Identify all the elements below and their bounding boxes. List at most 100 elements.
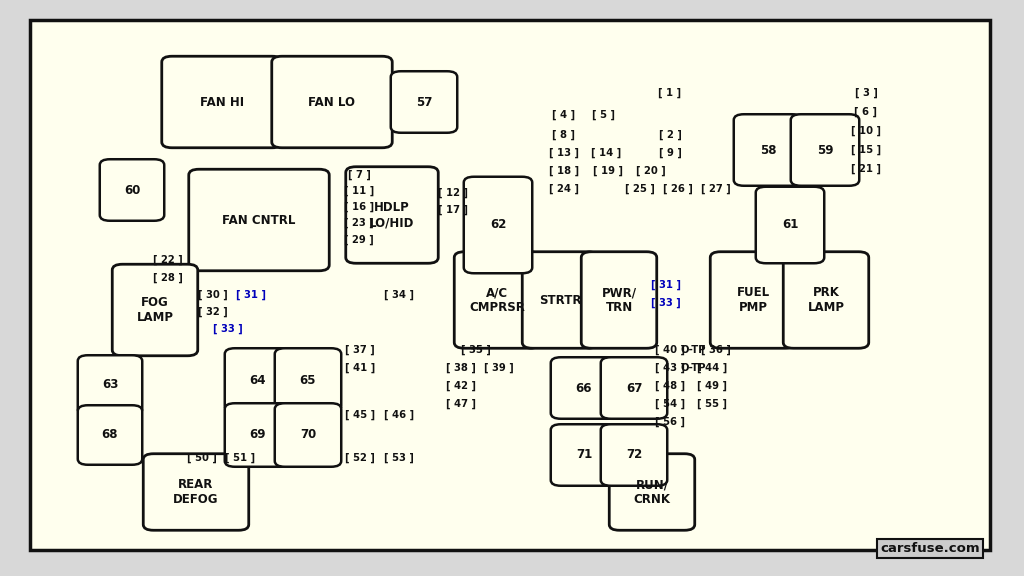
Text: 68: 68 — [101, 429, 118, 441]
FancyBboxPatch shape — [582, 252, 656, 348]
Text: 64: 64 — [250, 373, 266, 386]
FancyBboxPatch shape — [783, 252, 868, 348]
FancyBboxPatch shape — [113, 264, 198, 356]
Text: RUN/
CRNK: RUN/ CRNK — [634, 478, 671, 506]
Text: [ 4 ]: [ 4 ] — [552, 110, 575, 120]
FancyBboxPatch shape — [734, 114, 802, 185]
Text: 67: 67 — [626, 381, 642, 395]
Text: [ 9 ]: [ 9 ] — [658, 148, 681, 158]
Text: 59: 59 — [817, 143, 834, 157]
Text: [ 23 ]: [ 23 ] — [344, 218, 374, 228]
FancyBboxPatch shape — [391, 71, 458, 132]
Text: [ 38 ]: [ 38 ] — [446, 363, 476, 373]
Text: REAR
DEFOG: REAR DEFOG — [173, 478, 219, 506]
Text: [ 54 ]: [ 54 ] — [655, 399, 685, 409]
Text: 71: 71 — [575, 449, 592, 461]
Text: [ 11 ]: [ 11 ] — [344, 186, 374, 196]
Text: [ 29 ]: [ 29 ] — [344, 235, 374, 245]
FancyBboxPatch shape — [78, 406, 142, 465]
Text: [ 35 ]: [ 35 ] — [461, 345, 490, 355]
Text: [ 47 ]: [ 47 ] — [446, 399, 476, 409]
Text: A/C
CMPRSR: A/C CMPRSR — [469, 286, 525, 314]
Text: [ 7 ]: [ 7 ] — [347, 170, 371, 180]
Text: [ 12 ]: [ 12 ] — [438, 188, 468, 198]
Text: [ 31 ]: [ 31 ] — [651, 280, 681, 290]
FancyBboxPatch shape — [143, 454, 249, 530]
FancyBboxPatch shape — [551, 357, 617, 419]
FancyBboxPatch shape — [188, 169, 330, 271]
Text: [ 15 ]: [ 15 ] — [851, 145, 881, 155]
Text: [ 44 ]: [ 44 ] — [697, 363, 727, 373]
FancyBboxPatch shape — [224, 403, 291, 467]
Text: STRTR: STRTR — [539, 294, 582, 306]
FancyBboxPatch shape — [162, 56, 283, 148]
FancyBboxPatch shape — [224, 348, 291, 412]
Text: [ 1 ]: [ 1 ] — [658, 88, 682, 98]
Text: 60: 60 — [124, 184, 140, 196]
Text: [ 32 ]: [ 32 ] — [198, 307, 228, 317]
FancyBboxPatch shape — [601, 357, 668, 419]
Text: FOG
LAMP: FOG LAMP — [136, 296, 173, 324]
Text: 63: 63 — [101, 378, 118, 392]
Text: [ 40 ]: [ 40 ] — [655, 345, 685, 355]
Text: carsfuse.com: carsfuse.com — [881, 542, 980, 555]
FancyBboxPatch shape — [346, 166, 438, 263]
Text: 58: 58 — [760, 143, 776, 157]
Text: [ 33 ]: [ 33 ] — [213, 324, 243, 334]
Text: PWR/
TRN: PWR/ TRN — [601, 286, 637, 314]
Text: [ 42 ]: [ 42 ] — [446, 381, 476, 391]
Text: [ 31 ]: [ 31 ] — [236, 290, 266, 300]
Text: FUEL
PMP: FUEL PMP — [736, 286, 770, 314]
FancyBboxPatch shape — [78, 355, 142, 415]
Text: [ 27 ]: [ 27 ] — [701, 184, 731, 194]
Text: [ 49 ]: [ 49 ] — [697, 381, 727, 391]
Text: [ 16 ]: [ 16 ] — [344, 202, 374, 212]
Text: [ 52 ]: [ 52 ] — [345, 453, 375, 463]
Text: FAN HI: FAN HI — [200, 96, 244, 108]
FancyBboxPatch shape — [756, 187, 824, 263]
Text: [ 8 ]: [ 8 ] — [553, 130, 575, 140]
FancyBboxPatch shape — [522, 252, 598, 348]
Text: 61: 61 — [781, 218, 798, 232]
Text: 57: 57 — [416, 96, 432, 108]
Text: 69: 69 — [250, 429, 266, 441]
Text: [ 18 ]: [ 18 ] — [549, 166, 579, 176]
Text: 70: 70 — [300, 429, 316, 441]
Text: [ 10 ]: [ 10 ] — [851, 126, 881, 136]
Text: [ 37 ]: [ 37 ] — [345, 345, 375, 355]
Text: [ 22 ]: [ 22 ] — [154, 255, 183, 265]
Text: [ 6 ]: [ 6 ] — [854, 107, 878, 117]
FancyBboxPatch shape — [30, 20, 990, 550]
Text: PRK
LAMP: PRK LAMP — [808, 286, 845, 314]
Text: [ 17 ]: [ 17 ] — [438, 205, 468, 215]
Text: [ 3 ]: [ 3 ] — [855, 88, 878, 98]
FancyBboxPatch shape — [455, 252, 540, 348]
Text: [ 2 ]: [ 2 ] — [658, 130, 681, 140]
FancyBboxPatch shape — [551, 425, 617, 486]
Text: [ 33 ]: [ 33 ] — [651, 298, 681, 308]
Text: [ 20 ]: [ 20 ] — [636, 166, 666, 176]
Text: [ 48 ]: [ 48 ] — [655, 381, 685, 391]
Text: [ 21 ]: [ 21 ] — [851, 164, 881, 174]
Text: HDLP
LO/HID: HDLP LO/HID — [370, 201, 415, 229]
FancyBboxPatch shape — [464, 177, 532, 273]
Text: FAN LO: FAN LO — [308, 96, 355, 108]
Text: [ 46 ]: [ 46 ] — [384, 410, 414, 420]
Text: [ 5 ]: [ 5 ] — [593, 110, 615, 120]
Text: 65: 65 — [300, 373, 316, 386]
Text: O-TP: O-TP — [680, 363, 706, 373]
Text: [ 51 ]: [ 51 ] — [225, 453, 255, 463]
Text: [ 19 ]: [ 19 ] — [593, 166, 623, 176]
FancyBboxPatch shape — [791, 114, 859, 185]
Text: 72: 72 — [626, 449, 642, 461]
Text: [ 55 ]: [ 55 ] — [697, 399, 727, 409]
FancyBboxPatch shape — [99, 159, 164, 221]
Text: [ 28 ]: [ 28 ] — [153, 273, 183, 283]
FancyBboxPatch shape — [711, 252, 796, 348]
FancyBboxPatch shape — [274, 348, 341, 412]
Text: [ 36 ]: [ 36 ] — [701, 345, 731, 355]
Text: [ 53 ]: [ 53 ] — [384, 453, 414, 463]
Text: [ 30 ]: [ 30 ] — [198, 290, 228, 300]
Text: 66: 66 — [575, 381, 592, 395]
Text: [ 26 ]: [ 26 ] — [664, 184, 693, 194]
